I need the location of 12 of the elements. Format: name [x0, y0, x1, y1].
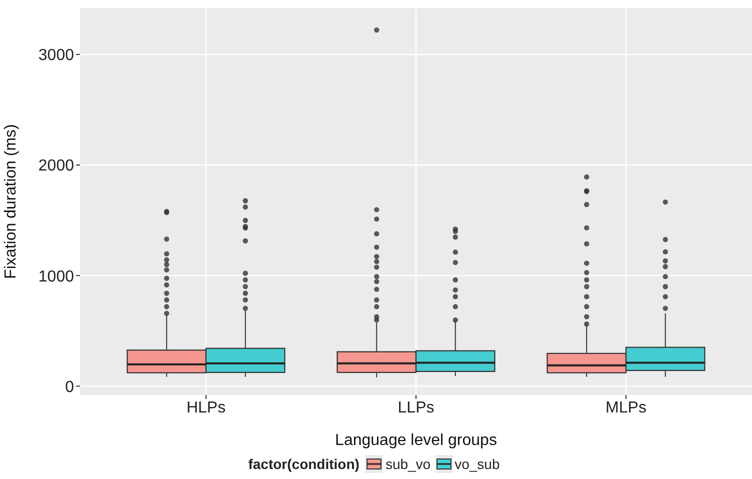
- legend-label: sub_vo: [385, 456, 431, 472]
- y-tick-label: 2000: [38, 158, 74, 175]
- y-tick-label: 3000: [38, 47, 74, 64]
- x-axis-title: Language level groups: [335, 432, 497, 449]
- legend-title: factor(condition): [248, 456, 360, 472]
- y-tick-label: 1000: [38, 268, 74, 286]
- x-tick-label: HLPs: [186, 399, 226, 416]
- y-tick-label: 0: [65, 378, 74, 396]
- legend-label: vo_sub: [454, 456, 500, 472]
- x-tick-label: MLPs: [606, 399, 646, 416]
- y-axis-title: Fixation duration (ms): [2, 124, 20, 279]
- x-tick-label: LLPs: [398, 399, 434, 416]
